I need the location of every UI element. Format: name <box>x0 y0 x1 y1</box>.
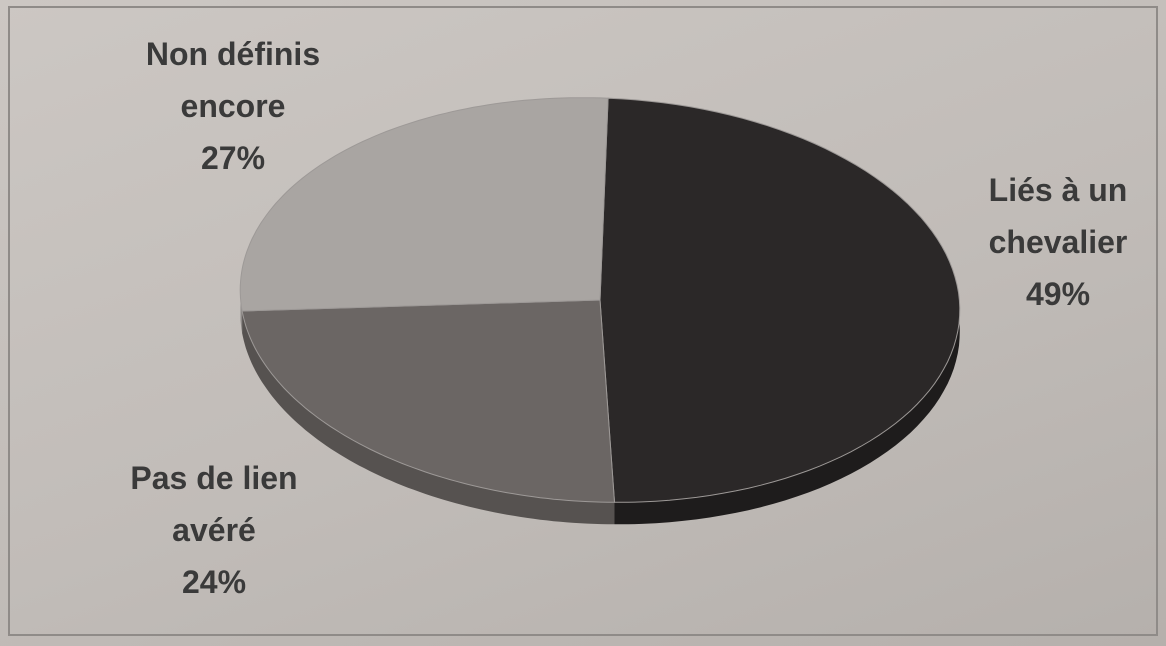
pie-slice-non-definis-encore <box>239 97 609 312</box>
pie-slice-lies-a-un-chevalier <box>599 97 961 503</box>
slice-label-text-line-2: chevalier <box>988 224 1128 260</box>
slice-value-label: 27% <box>200 140 266 176</box>
slice-label-text-line-2: encore <box>180 88 286 124</box>
slice-label-pas-de-lien: Pas de lien avéré 24% <box>104 452 324 608</box>
slice-value-label: 49% <box>1025 276 1091 312</box>
slice-value-label: 24% <box>181 564 247 600</box>
pie-slice-pas-de-lien-avere <box>241 299 616 503</box>
pie-top <box>239 97 961 503</box>
pie-slice-side-pas-de-lien-avere <box>242 311 615 525</box>
slice-label-text-line-1: Non définis <box>145 36 321 72</box>
slice-label-text-line-2: avéré <box>172 512 256 548</box>
pie-slice-side-non-definis-encore <box>240 298 243 333</box>
slice-label-text-line-1: Liés à un <box>988 172 1128 208</box>
chart-frame <box>8 6 1158 636</box>
slice-label-non-definis: Non définis encore 27% <box>118 28 348 184</box>
slice-label-text-line-1: Pas de lien <box>130 460 298 496</box>
slice-label-lies-chevalier: Liés à un chevalier 49% <box>968 164 1148 320</box>
